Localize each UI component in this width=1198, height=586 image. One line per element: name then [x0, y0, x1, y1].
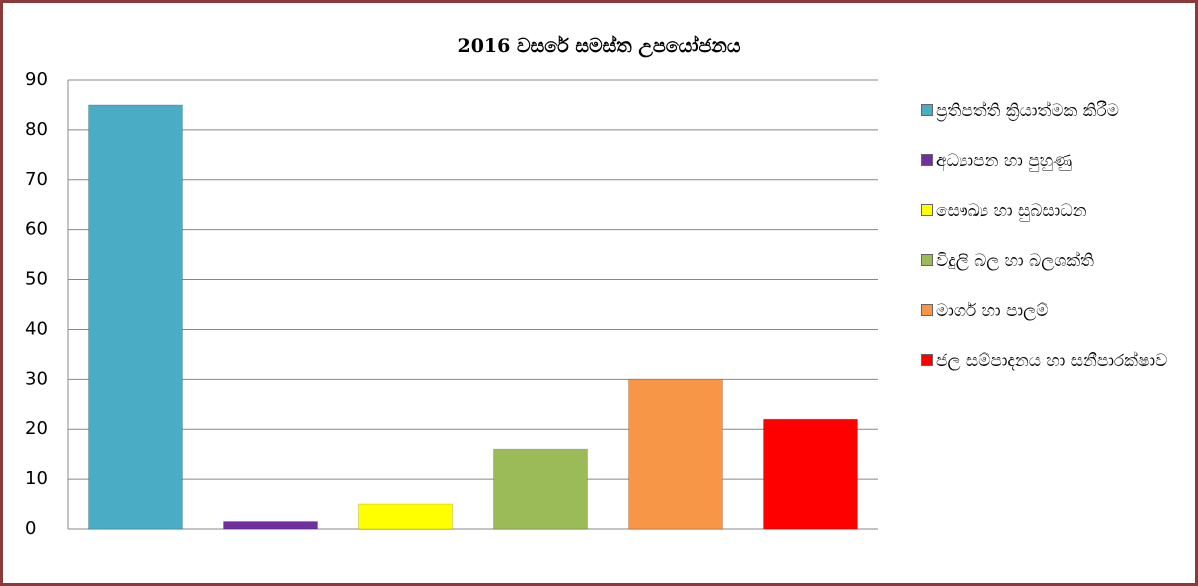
bar: [88, 104, 183, 530]
bar: [358, 503, 453, 530]
legend-label: මාර්ග හා පාලම්: [936, 301, 1049, 321]
y-tick-label: 10: [25, 468, 48, 489]
legend-entry: විදුලි බල හා බලශක්ති: [921, 251, 1171, 272]
legend-swatch: [921, 104, 933, 116]
legend-label: සෞඛ්‍ය හා සුබසාධන: [936, 201, 1087, 221]
legend-entry: මාර්ග හා පාලම්: [921, 301, 1171, 322]
y-tick-label: 20: [25, 418, 48, 439]
chart-title: 2016 වසරේ සමස්ත උපයෝජනය: [457, 35, 740, 58]
legend-swatch: [921, 354, 933, 366]
chart: 2016 වසරේ සමස්ත උපයෝජනය 0 10 20 30 40 50 60 70 8…: [25, 35, 878, 539]
legend-swatch: [921, 304, 933, 316]
y-tick-label: 30: [25, 368, 48, 389]
legend-entry: අධ්‍යාපන හා පුහුණු: [921, 151, 1171, 172]
legend-swatch: [921, 254, 933, 266]
legend-entry: සෞඛ්‍ය හා සුබසාධන: [921, 201, 1171, 222]
legend-entry: ප්‍රතිපත්ති ක්‍රියාත්මක කිරීම: [921, 101, 1171, 122]
legend-label: ජල සම්පාදනය හා සනීපාරක්ෂාව: [936, 351, 1168, 371]
bar: [493, 448, 588, 530]
legend-label: විදුලි බල හා බලශක්ති: [936, 251, 1094, 271]
y-tick-label: 50: [25, 269, 48, 290]
legend-swatch: [921, 154, 933, 166]
legend-entry: ජල සම්පාදනය හා සනීපාරක්ෂාව: [921, 351, 1171, 372]
y-tick-label: 90: [25, 69, 48, 90]
bar: [628, 378, 723, 530]
bar: [223, 521, 318, 530]
y-tick-label: 70: [25, 169, 48, 190]
y-tick-label: 40: [25, 318, 48, 339]
y-tick-label: 60: [25, 219, 48, 240]
legend-label: ප්‍රතිපත්ති ක්‍රියාත්මක කිරීම: [936, 101, 1119, 121]
y-tick-label: 80: [25, 119, 48, 140]
y-tick-label: 0: [25, 518, 36, 539]
bar: [763, 418, 858, 530]
legend-swatch: [921, 204, 933, 216]
legend-label: අධ්‍යාපන හා පුහුණු: [936, 151, 1073, 171]
